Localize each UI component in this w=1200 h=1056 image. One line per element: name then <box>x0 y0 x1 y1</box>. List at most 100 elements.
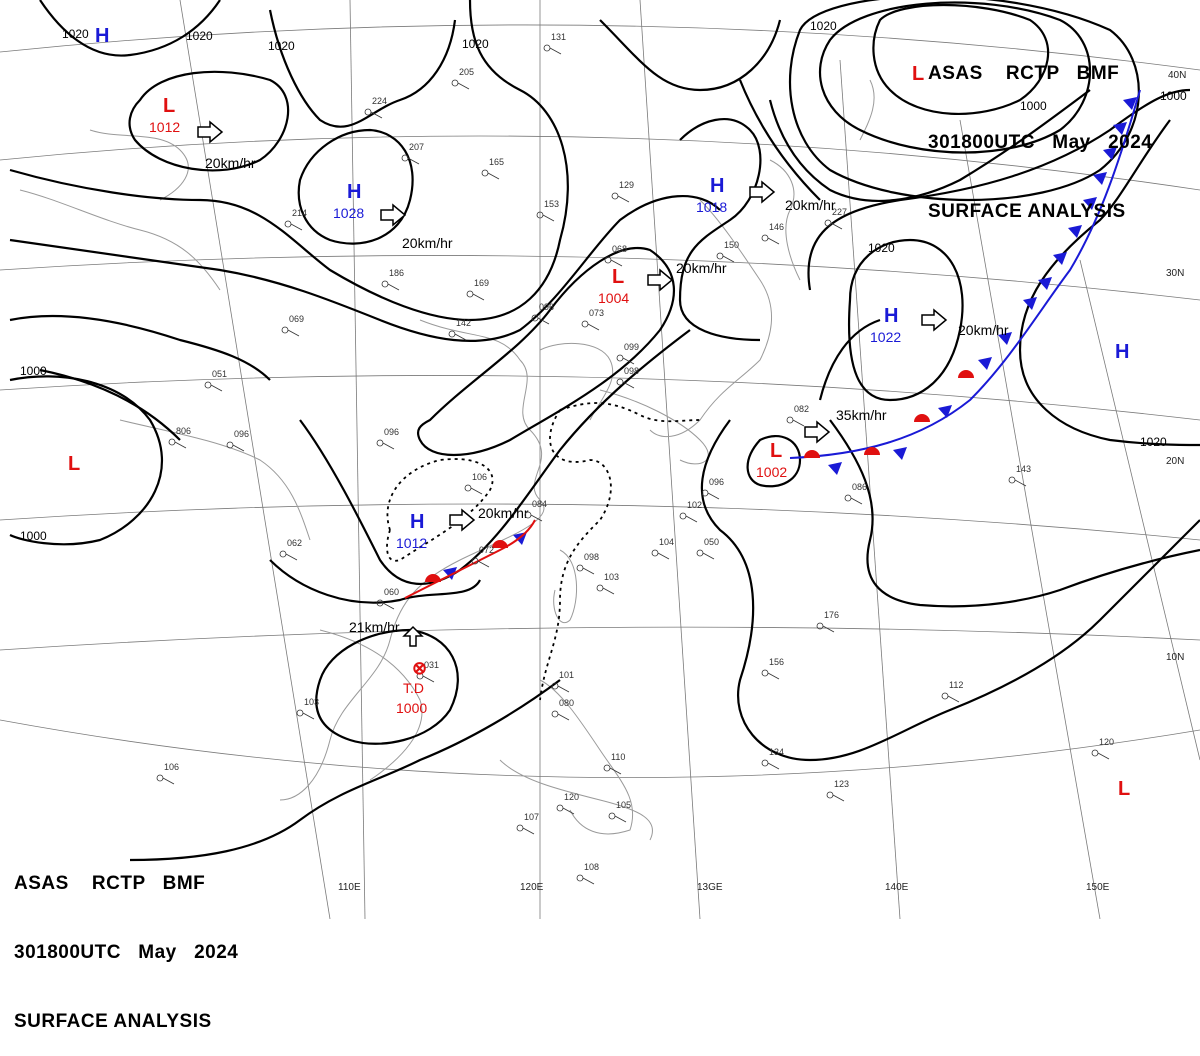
svg-text:131: 131 <box>551 32 566 42</box>
motion-arrow <box>380 203 407 227</box>
header-top-right: ASAS RCTP BMF 301800UTC May 2024 SURFACE… <box>928 16 1152 246</box>
svg-text:103: 103 <box>304 697 319 707</box>
motion-speed-label: 20km/hr <box>676 260 727 276</box>
station-plot: 084 <box>524 499 547 522</box>
high-center-symbol: H <box>1115 341 1129 363</box>
header-line-1: ASAS RCTP BMF <box>14 873 206 894</box>
station-plot: 129 <box>611 180 634 203</box>
cold-front-triangle <box>978 357 992 370</box>
header-line-2: 301800UTC May 2024 <box>928 132 1153 153</box>
station-plot: 224 <box>364 96 387 119</box>
svg-text:227: 227 <box>832 207 847 217</box>
svg-text:098: 098 <box>584 552 599 562</box>
warm-front-lobe <box>864 447 880 455</box>
station-plot: 068 <box>604 244 627 267</box>
svg-text:107: 107 <box>524 812 539 822</box>
svg-text:165: 165 <box>489 157 504 167</box>
station-plot: 214 <box>284 208 307 231</box>
station-plot: 096 <box>701 477 724 500</box>
svg-text:099: 099 <box>624 342 639 352</box>
coastlines <box>19 79 875 841</box>
graticule-labels: 110E 120E 13GE 140E 150E 40N 30N 20N 10N <box>338 70 1186 893</box>
motion-arrows: 20km/hr 20km/hr 20km/hr 20km/hr 20km/hr 35km/… <box>197 120 1009 647</box>
station-plot: 806 <box>168 426 191 449</box>
station-plot: 099 <box>616 342 639 365</box>
svg-text:207: 207 <box>409 142 424 152</box>
svg-text:176: 176 <box>824 610 839 620</box>
svg-text:080: 080 <box>559 698 574 708</box>
header-bottom-left: ASAS RCTP BMF 301800UTC May 2024 SURFACE… <box>14 826 238 1056</box>
station-plot: 146 <box>761 222 784 245</box>
longitude-label: 140E <box>885 882 909 893</box>
svg-text:205: 205 <box>459 67 474 77</box>
warm-front-lobe <box>492 540 508 548</box>
high-center-symbol: H <box>95 25 109 47</box>
latitude-label: 30N <box>1166 268 1184 279</box>
station-plot: 143 <box>1008 464 1031 487</box>
svg-text:134: 134 <box>769 747 784 757</box>
station-plot: 120 <box>556 792 579 815</box>
motion-arrow <box>449 508 476 532</box>
svg-text:096: 096 <box>384 427 399 437</box>
low-center-symbol: L <box>68 453 80 475</box>
svg-text:050: 050 <box>704 537 719 547</box>
station-plot: 096 <box>376 427 399 450</box>
station-plot: 103 <box>596 572 619 595</box>
high-center-symbol: H <box>884 305 898 327</box>
cold-front-triangle <box>1068 225 1082 238</box>
cold-front-triangle <box>1023 297 1037 310</box>
td-label: T.D <box>403 680 424 696</box>
low-center-symbol: L <box>1118 778 1130 800</box>
isobar-value-label: 1000 <box>1160 89 1187 103</box>
svg-text:112: 112 <box>949 680 963 690</box>
fronts <box>404 89 1141 599</box>
motion-speed-label: 21km/hr <box>349 619 400 635</box>
station-plot: 131 <box>543 32 566 55</box>
high-center-symbol: H <box>410 511 424 533</box>
cold-front-east <box>789 89 1141 459</box>
station-plot: 096 <box>531 302 554 325</box>
svg-text:073: 073 <box>589 308 604 318</box>
station-plot: 106 <box>156 762 179 785</box>
svg-text:224: 224 <box>372 96 387 106</box>
cold-front-triangle <box>1038 277 1052 290</box>
station-plot: 098 <box>616 366 639 389</box>
station-plot: 050 <box>696 537 719 560</box>
station-plot: 104 <box>651 537 674 560</box>
cold-front-triangle <box>443 567 457 580</box>
station-plot: 110 <box>603 752 625 775</box>
low-center-symbol: L <box>770 440 782 462</box>
station-plot: 101 <box>551 670 574 693</box>
isobars <box>9 0 1200 862</box>
svg-text:214: 214 <box>292 208 307 218</box>
station-plot: 105 <box>608 800 631 823</box>
latitude-label: 10N <box>1166 652 1184 663</box>
svg-text:031: 031 <box>424 660 439 670</box>
svg-text:106: 106 <box>472 472 487 482</box>
isobar-value-label: 1000 <box>20 364 47 378</box>
svg-text:153: 153 <box>544 199 559 209</box>
isobar-value-label: 1020 <box>1140 435 1167 449</box>
station-plot: 169 <box>466 278 489 301</box>
station-plot: 103 <box>296 697 319 720</box>
motion-speed-label: 20km/hr <box>958 322 1009 338</box>
surface-analysis-map: 20km/hr 20km/hr 20km/hr 20km/hr 20km/hr 35km/… <box>0 0 1200 919</box>
station-plot: 153 <box>536 199 559 222</box>
motion-speed-label: 20km/hr <box>478 505 529 521</box>
station-plot: 073 <box>581 308 604 331</box>
longitude-label: 110E <box>338 882 361 893</box>
td-value: 1000 <box>396 700 427 716</box>
svg-text:120: 120 <box>564 792 579 802</box>
station-plot: 102 <box>679 500 702 523</box>
svg-text:142: 142 <box>456 318 471 328</box>
station-plot: 080 <box>551 698 574 721</box>
motion-arrow <box>921 308 948 332</box>
low-center-symbol: L <box>612 266 624 288</box>
isobar-value-label: 1000 <box>1020 99 1047 113</box>
svg-text:150: 150 <box>724 240 739 250</box>
isobar-value-label: 1020 <box>868 241 895 255</box>
header-line-1: ASAS RCTP BMF <box>928 63 1120 84</box>
td-symbol: ⊗ <box>412 658 427 678</box>
svg-text:143: 143 <box>1016 464 1031 474</box>
motion-arrow <box>749 180 776 204</box>
